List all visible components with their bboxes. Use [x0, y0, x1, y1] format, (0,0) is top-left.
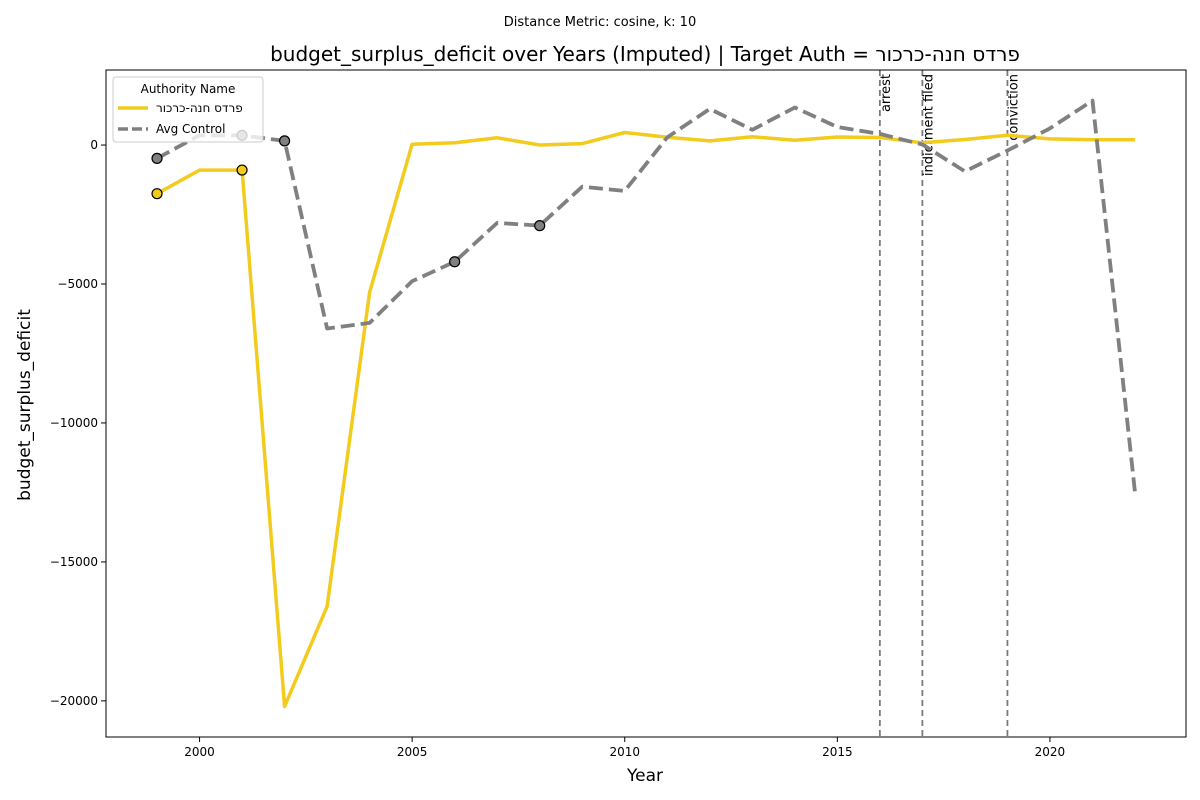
- y-axis-label: budget_surplus_deficit: [15, 309, 35, 501]
- legend-box: [112, 76, 264, 143]
- imputed-point: [278, 135, 291, 147]
- imputed-point: [449, 256, 461, 268]
- imputed-point: [236, 164, 248, 176]
- imputed-point: [151, 188, 163, 200]
- y-tick-label: −10000: [50, 416, 98, 430]
- event-label: indictment filed: [921, 74, 936, 176]
- x-tick-label: 2005: [397, 745, 428, 759]
- event-label: arrest: [879, 74, 894, 112]
- x-tick-label: 2015: [822, 745, 853, 759]
- x-axis-label: Year: [626, 766, 663, 786]
- y-tick-label: −20000: [50, 694, 98, 708]
- legend-label: Avg Control: [156, 122, 225, 136]
- series-line: [156, 130, 1135, 709]
- x-tick-label: 2000: [184, 745, 215, 759]
- legend: Authority Name פרדס חנה-כרכור Avg Control: [112, 76, 264, 143]
- imputed-point: [534, 220, 546, 232]
- legend-title: Authority Name: [141, 82, 236, 96]
- x-tick-label: 2020: [1035, 745, 1066, 759]
- chart-title: budget_surplus_deficit over Years (Imput…: [270, 42, 1020, 66]
- x-tick-label: 2010: [609, 745, 640, 759]
- series-line: [156, 98, 1137, 493]
- y-tick-label: −15000: [50, 555, 98, 569]
- y-tick-label: 0: [90, 138, 98, 152]
- y-tick-label: −5000: [57, 277, 98, 291]
- axes-frame: [105, 69, 1187, 738]
- event-label: conviction: [1006, 74, 1021, 141]
- imputed-point: [151, 152, 163, 164]
- chart-suptitle: Distance Metric: cosine, k: 10: [504, 15, 696, 30]
- legend-label: פרדס חנה-כרכור: [156, 101, 243, 115]
